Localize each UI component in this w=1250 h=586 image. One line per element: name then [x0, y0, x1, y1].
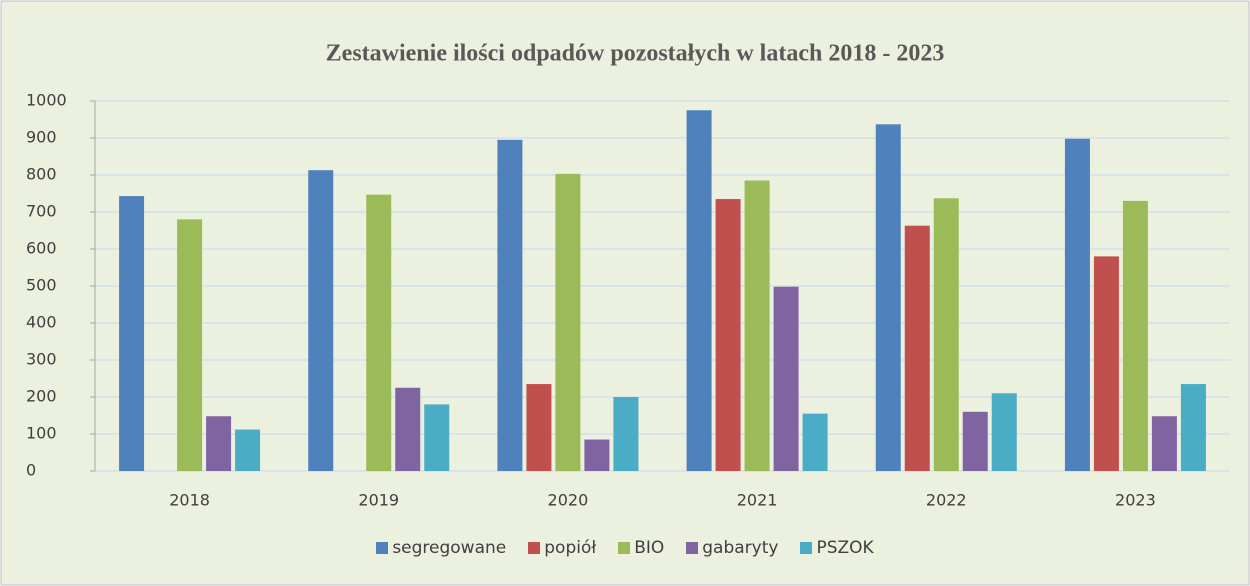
legend-item: BIO — [618, 538, 664, 558]
bar — [904, 225, 930, 471]
y-tick-label: 600 — [26, 239, 57, 258]
legend-swatch — [528, 542, 541, 554]
legend-swatch — [686, 542, 699, 554]
bar — [686, 110, 712, 471]
legend-label: popiół — [544, 538, 597, 558]
bar — [1093, 256, 1119, 471]
legend-item: segregowane — [376, 538, 506, 558]
bar — [395, 387, 421, 471]
bar — [555, 173, 581, 471]
bar — [308, 170, 334, 471]
bar — [933, 198, 959, 471]
y-tick-label: 400 — [26, 313, 57, 332]
bar — [1122, 200, 1148, 471]
y-tick-label: 1000 — [26, 91, 67, 110]
x-tick-label: 2021 — [737, 491, 778, 510]
bar — [177, 219, 203, 471]
bar — [715, 199, 741, 472]
bar — [424, 404, 450, 471]
bar — [613, 397, 639, 471]
chart-title: Zestawienie ilości odpadów pozostałych w… — [326, 41, 945, 67]
y-tick-label: 700 — [26, 202, 57, 221]
bar — [1151, 416, 1177, 471]
legend-swatch — [618, 542, 631, 554]
y-tick-label: 0 — [26, 461, 36, 480]
bar — [206, 416, 232, 471]
legend-swatch — [376, 542, 389, 554]
legend-label: gabaryty — [702, 538, 779, 558]
legend-item: popiół — [528, 538, 596, 558]
bar — [1064, 138, 1090, 472]
bar — [962, 411, 988, 471]
legend-item: gabaryty — [686, 538, 778, 558]
legend-label: BIO — [634, 538, 665, 558]
y-tick-label: 900 — [26, 128, 57, 147]
x-tick-label: 2022 — [926, 491, 967, 510]
x-tick-label: 2018 — [169, 491, 210, 510]
bar — [235, 429, 261, 471]
x-tick-label: 2019 — [358, 491, 399, 510]
bar — [526, 384, 552, 471]
y-tick-label: 200 — [26, 387, 57, 406]
bar — [1180, 384, 1206, 471]
x-tick-label: 2020 — [548, 491, 589, 510]
legend-label: PSZOK — [816, 538, 874, 558]
y-tick-label: 100 — [26, 424, 57, 443]
bar — [773, 286, 799, 471]
legend-label: segregowane — [392, 538, 507, 558]
legend-swatch — [800, 542, 813, 554]
bar — [119, 196, 145, 471]
y-tick-label: 500 — [26, 276, 57, 295]
y-tick-label: 300 — [26, 350, 57, 369]
legend-item: PSZOK — [800, 538, 874, 558]
x-tick-label: 2023 — [1115, 491, 1156, 510]
bar — [991, 393, 1017, 471]
bar — [497, 139, 523, 471]
bar — [366, 194, 392, 472]
bar — [875, 124, 901, 471]
bar — [802, 413, 828, 471]
legend: segregowane popiół BIO gabaryty PSZOK — [0, 538, 1250, 558]
bar — [584, 439, 610, 471]
bar — [744, 180, 770, 472]
y-tick-label: 800 — [26, 165, 57, 184]
